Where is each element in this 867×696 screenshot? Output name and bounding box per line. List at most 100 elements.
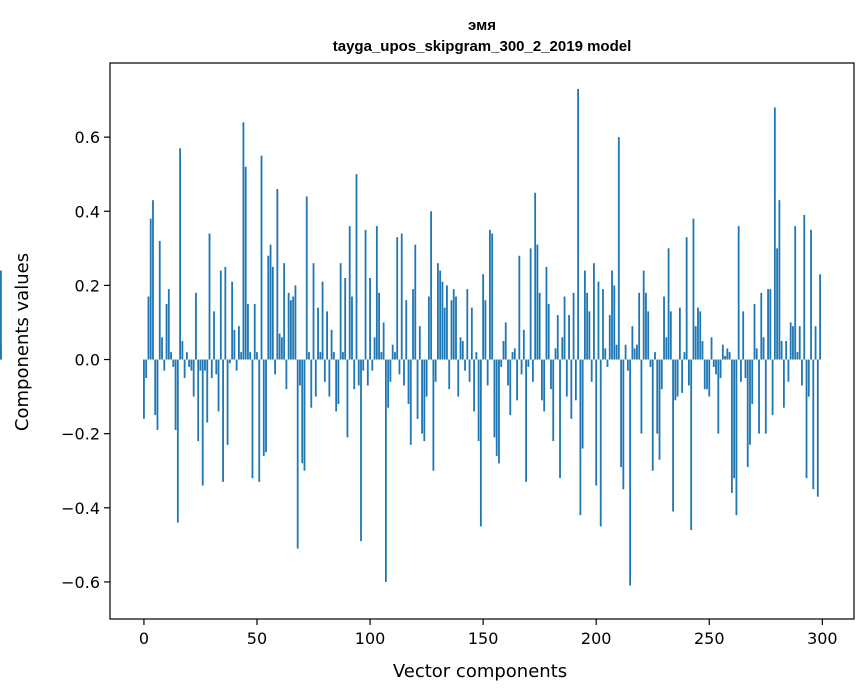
bar-69	[299, 359, 301, 386]
bar-19	[185, 352, 188, 360]
bar-234	[672, 359, 674, 512]
bar-61	[280, 337, 283, 360]
bar-104	[378, 292, 381, 360]
bar-288	[794, 226, 797, 360]
bar-78	[319, 352, 322, 360]
bar-35	[222, 359, 224, 482]
bar-184	[559, 359, 561, 479]
bar-277	[769, 289, 772, 360]
bar-41	[235, 359, 238, 371]
y-tick-label: 0.6	[75, 128, 100, 147]
bar-197	[588, 311, 591, 360]
bar-81	[326, 311, 328, 360]
bar-141	[461, 341, 464, 360]
bar-76	[314, 359, 317, 397]
bar-180	[550, 359, 552, 390]
x-tick-label: 50	[247, 629, 267, 648]
bar-29	[208, 233, 211, 360]
bar-63	[285, 359, 288, 390]
bar-239	[683, 352, 686, 360]
bar-44	[242, 122, 245, 360]
bar-232	[667, 248, 670, 360]
bar-237	[678, 307, 681, 360]
bar-172	[531, 359, 534, 382]
bar-227	[656, 359, 659, 434]
bar-293	[805, 359, 808, 479]
bar-270	[753, 303, 756, 360]
bar-14	[174, 359, 177, 430]
bar-10	[165, 303, 168, 360]
bar-77	[317, 307, 319, 360]
bar-271	[755, 348, 758, 360]
bar-57	[271, 266, 274, 360]
bar-224	[649, 359, 652, 367]
bar-86	[337, 359, 340, 405]
bar-24	[197, 359, 200, 442]
bar-148	[477, 359, 480, 442]
bar-221	[642, 270, 645, 360]
bar-169	[525, 359, 527, 482]
bar-67	[294, 285, 297, 360]
bar-32	[215, 359, 218, 375]
bar-82	[328, 359, 331, 397]
bar-204	[604, 348, 607, 360]
bar-212	[622, 359, 625, 490]
bar-83	[330, 329, 333, 360]
y-tick-label: 0.4	[75, 202, 100, 221]
bar-115	[403, 359, 405, 386]
bar-206	[608, 315, 611, 360]
bar-16	[179, 148, 182, 360]
bar-43	[240, 352, 243, 360]
bar-181	[552, 359, 555, 442]
bar-241	[688, 359, 690, 386]
y-axis-label: Components values	[12, 253, 33, 431]
bar-34	[219, 270, 222, 360]
bar-116	[405, 300, 408, 360]
x-axis-label: Vector components	[393, 661, 567, 682]
bar-40	[233, 329, 236, 360]
x-tick-label: 100	[355, 629, 386, 648]
bar-56	[269, 244, 272, 360]
bar-146	[473, 359, 475, 412]
bar-45	[244, 166, 247, 360]
bar-260	[730, 359, 733, 493]
bar-120	[414, 244, 417, 360]
x-tick-label: 150	[468, 629, 499, 648]
bar-295	[810, 229, 812, 360]
bar-267	[746, 359, 749, 468]
bar-26	[201, 359, 204, 486]
bar-236	[676, 359, 679, 397]
bar-9	[163, 359, 166, 371]
bar-258	[726, 348, 729, 360]
x-tick-label: 200	[581, 629, 612, 648]
bar-129	[434, 359, 437, 382]
bar-100	[369, 277, 371, 360]
bar-219	[638, 292, 641, 360]
bar-252	[712, 359, 715, 367]
bar-230	[663, 296, 665, 360]
y-tick-label: −0.2	[61, 425, 100, 444]
bar-undefined	[0, 344, 2, 360]
bar-282	[780, 341, 783, 360]
bar-71	[303, 359, 306, 471]
bar-186	[563, 296, 566, 360]
bar-286	[789, 322, 792, 360]
bar-144	[468, 359, 471, 382]
bar-171	[529, 248, 532, 360]
bar-75	[312, 263, 315, 360]
bar-65	[290, 300, 292, 360]
bar-80	[323, 359, 326, 382]
bar-233	[669, 311, 672, 360]
chart-subtitle: tayga_upos_skipgram_300_2_2019 model	[333, 38, 632, 55]
bar-58	[274, 359, 276, 375]
bar-47	[249, 352, 252, 360]
bar-20	[188, 359, 191, 367]
bar-23	[195, 292, 197, 360]
bar-124	[423, 359, 426, 442]
bar-245	[697, 307, 699, 360]
bar-105	[380, 352, 383, 360]
bar-145	[470, 307, 473, 360]
bar-170	[527, 359, 530, 367]
bar-287	[792, 326, 794, 360]
bar-51	[258, 359, 261, 482]
